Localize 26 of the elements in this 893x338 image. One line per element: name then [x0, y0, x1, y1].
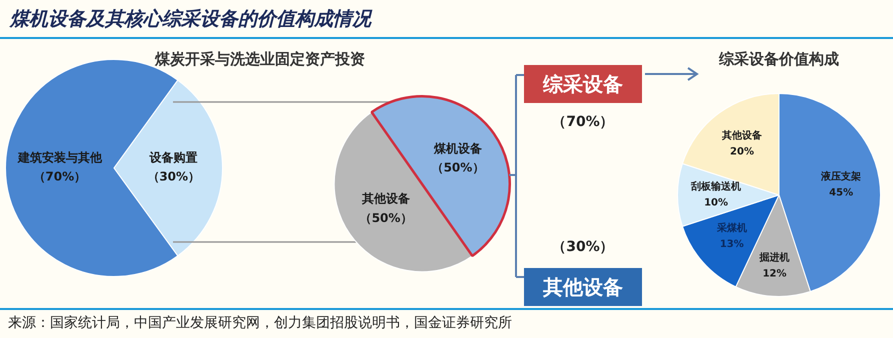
slice-label: 液压支架 [820, 170, 862, 183]
slice-label: 煤机设备 [432, 141, 482, 156]
data-label: 12% [762, 268, 787, 280]
data-label: （70%） [33, 170, 86, 184]
slice-label: 设备购置 [148, 150, 198, 165]
data-label: 10% [704, 198, 728, 209]
chart-title: 综采设备价值构成 [718, 50, 840, 69]
slice-label: 其他设备 [721, 130, 764, 142]
source-note: 来源：国家统计局，中国产业发展研究网，创力集团招股说明书，国金证券研究所 [8, 314, 512, 332]
data-label: 20% [730, 146, 754, 158]
category-label: 综采设备 [524, 65, 642, 103]
text: （70%） [552, 114, 614, 130]
slice-label: 刮板输送机 [690, 180, 742, 193]
slice-label: 采煤机 [716, 222, 747, 234]
slice-label: 建筑安装与其他 [16, 150, 103, 165]
category-label: 其他设备 [524, 268, 642, 306]
text: 煤炭开采与洗选业固定资产投资 [154, 50, 366, 69]
data-label: （50%） [360, 210, 412, 225]
slice-label: 掘进机 [758, 252, 790, 264]
data-label: 45% [829, 188, 854, 199]
text: （30%） [552, 239, 614, 255]
data-label: （30%） [147, 170, 200, 184]
data-label: 13% [720, 239, 744, 250]
data-label: （50%） [432, 160, 484, 175]
chart-title: 煤机设备及其核心综采设备的价值构成情况 [10, 7, 371, 32]
slice-label: 其他设备 [361, 192, 410, 206]
